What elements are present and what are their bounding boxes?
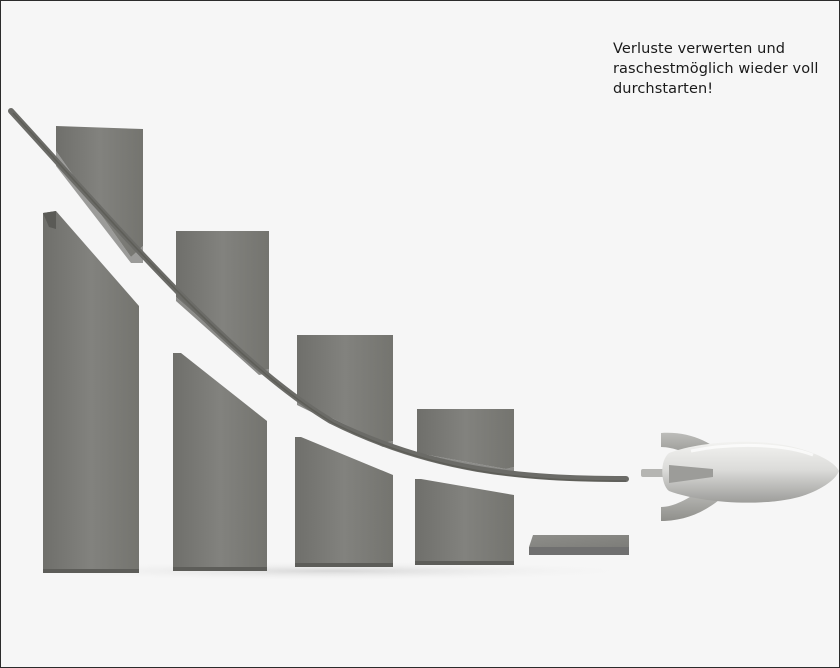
- bar-5: [529, 535, 629, 555]
- bar-2: [173, 231, 269, 571]
- caption-text: Verluste verwerten und raschestmöglich w…: [613, 41, 819, 97]
- rocket-icon: [641, 432, 839, 521]
- bar-3: [295, 335, 393, 567]
- bar-4: [415, 409, 514, 565]
- bar-1: [43, 126, 143, 573]
- floor-shadow: [11, 561, 651, 581]
